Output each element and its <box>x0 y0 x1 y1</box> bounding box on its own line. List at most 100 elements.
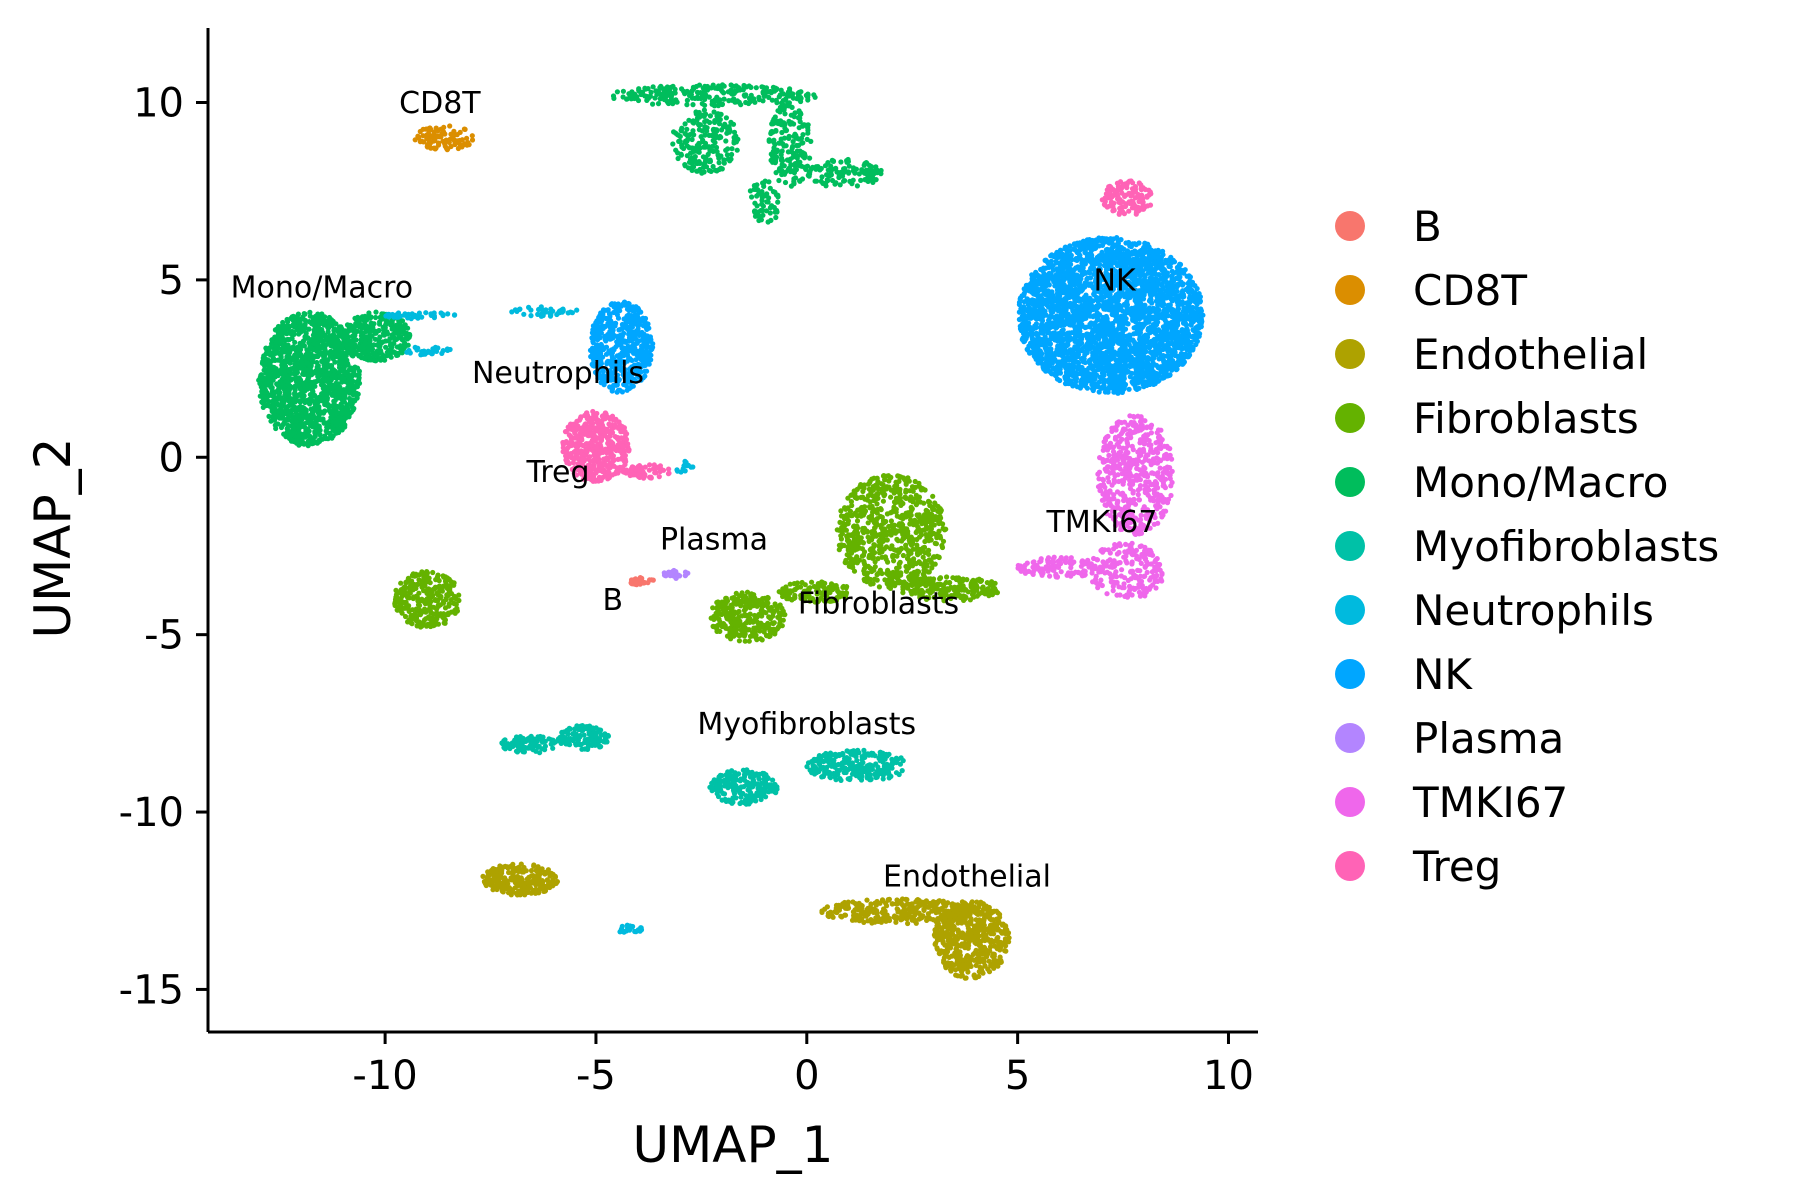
scatter-point <box>366 329 373 335</box>
scatter-point <box>696 122 702 128</box>
scatter-point <box>739 613 745 619</box>
scatter-point <box>871 543 877 550</box>
scatter-point <box>713 97 719 103</box>
scatter-point <box>305 426 311 432</box>
scatter-point <box>692 158 698 164</box>
scatter-point <box>670 141 676 147</box>
scatter-point <box>350 407 356 413</box>
scatter-point <box>259 376 265 382</box>
scatter-point <box>314 429 320 435</box>
scatter-point <box>303 408 309 415</box>
scatter-point <box>337 375 344 381</box>
scatter-point <box>259 360 265 366</box>
scatter-point <box>392 350 399 356</box>
scatter-point <box>978 900 984 906</box>
scatter-point <box>895 487 901 493</box>
scatter-point <box>309 398 315 404</box>
scatter-point <box>690 118 696 124</box>
scatter-point <box>842 912 849 918</box>
scatter-point <box>880 498 887 504</box>
scatter-point <box>966 960 972 966</box>
scatter-point <box>865 493 872 499</box>
scatter-point <box>443 596 449 603</box>
scatter-point <box>645 580 651 586</box>
scatter-point <box>755 620 761 626</box>
scatter-point <box>286 323 292 329</box>
scatter-point <box>292 383 298 389</box>
scatter-point <box>970 951 976 958</box>
scatter-point <box>316 405 322 411</box>
scatter-point <box>278 336 284 342</box>
scatter-point <box>768 90 774 96</box>
scatter-point <box>1002 948 1008 954</box>
scatter-point <box>884 511 891 517</box>
scatter-point <box>716 601 722 607</box>
scatter-point <box>880 538 886 545</box>
scatter-point <box>407 590 413 596</box>
scatter-point <box>945 935 951 942</box>
scatter-point <box>838 513 845 519</box>
scatter-point <box>326 404 332 410</box>
scatter-point <box>316 314 322 320</box>
scatter-point <box>366 334 372 340</box>
scatter-point <box>979 968 985 974</box>
scatter-point <box>932 941 938 947</box>
scatter-point <box>848 499 855 505</box>
scatter-point <box>469 137 476 143</box>
scatter-point <box>923 532 929 538</box>
scatter-point <box>879 489 885 495</box>
scatter-point <box>264 397 270 403</box>
scatter-point <box>927 530 933 536</box>
scatter-point <box>819 908 825 914</box>
scatter-point <box>881 520 887 526</box>
scatter-point <box>292 356 298 362</box>
scatter-point <box>890 552 896 559</box>
scatter-point <box>301 371 307 377</box>
scatter-point <box>496 882 502 889</box>
scatter-point <box>359 325 365 331</box>
scatter-point <box>688 150 694 156</box>
scatter-point <box>931 901 937 908</box>
scatter-point <box>895 909 901 915</box>
scatter-point <box>842 905 849 911</box>
scatter-point <box>331 368 337 374</box>
scatter-point <box>694 168 701 174</box>
scatter-point <box>872 550 878 556</box>
scatter-point <box>399 610 405 616</box>
scatter-point <box>526 880 532 886</box>
scatter-point <box>901 535 907 541</box>
scatter-point <box>442 605 449 611</box>
scatter-point <box>504 864 510 870</box>
scatter-point <box>723 115 730 121</box>
scatter-point <box>942 942 948 948</box>
scatter-point <box>825 910 832 917</box>
scatter-point <box>302 311 308 317</box>
scatter-point <box>316 424 322 430</box>
scatter-point <box>307 367 313 373</box>
scatter-point <box>926 499 932 505</box>
scatter-point <box>961 908 967 914</box>
scatter-point <box>905 920 911 927</box>
scatter-point <box>727 633 734 639</box>
scatter-point <box>386 338 392 344</box>
scatter-point <box>941 911 948 917</box>
scatter-point <box>285 415 291 421</box>
scatter-point <box>760 84 767 90</box>
scatter-point <box>272 408 278 414</box>
scatter-point <box>779 623 785 629</box>
scatter-point <box>742 604 748 610</box>
scatter-point <box>325 329 331 335</box>
scatter-point <box>846 532 852 538</box>
scatter-point <box>727 128 733 134</box>
scatter-point <box>850 899 856 905</box>
scatter-point <box>911 916 917 922</box>
scatter-point <box>359 332 365 338</box>
scatter-point <box>809 579 815 585</box>
scatter-point <box>628 93 634 99</box>
scatter-point <box>368 314 374 320</box>
scatter-point <box>638 91 644 98</box>
scatter-point <box>354 365 361 371</box>
scatter-point <box>954 941 960 947</box>
scatter-point <box>394 336 400 342</box>
